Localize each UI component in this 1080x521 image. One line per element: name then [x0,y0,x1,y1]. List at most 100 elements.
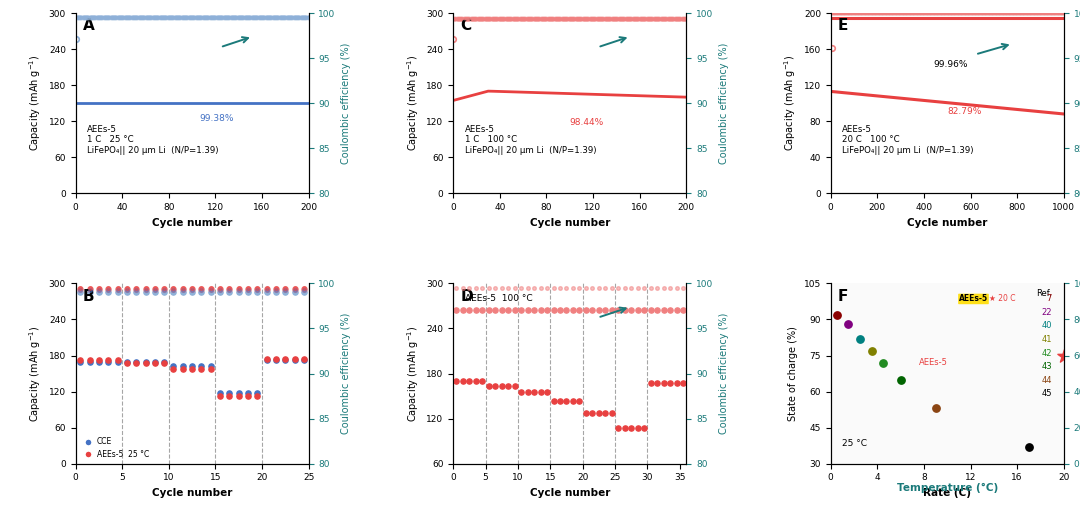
Point [532,305,550,314]
Point [487,305,504,314]
Text: AEEs-5: AEEs-5 [959,294,988,303]
Point [212,284,229,292]
Point [674,284,691,292]
X-axis label: Cycle number: Cycle number [529,488,610,498]
Text: AEEs-5: AEEs-5 [919,357,948,367]
Text: C: C [460,18,471,33]
Point [99,284,117,292]
Point [295,284,312,293]
Point [146,284,163,293]
Point [494,305,511,314]
Point [268,284,285,293]
Point [71,286,89,294]
Point [81,284,98,293]
Point [99,357,117,366]
Y-axis label: State of charge (%): State of charge (%) [788,326,798,421]
Point [184,284,201,292]
Point [174,288,191,296]
Point [552,305,569,314]
Point [258,356,275,365]
Point [661,305,678,314]
Point [156,357,173,366]
Point [564,397,581,405]
Text: A: A [82,18,94,33]
Point [109,286,126,294]
Y-axis label: Coulombic efficiency (%): Coulombic efficiency (%) [719,313,729,434]
Point [583,408,600,417]
Point [240,392,257,400]
Point [487,284,504,292]
Point [146,284,163,292]
Text: 99.38%: 99.38% [199,114,233,123]
Point [577,408,594,417]
Point [118,357,135,366]
Point [127,288,145,296]
Point [583,305,600,314]
Point [99,284,117,293]
Point [570,305,588,314]
Y-axis label: Capacity (mAh g$^{-1}$): Capacity (mAh g$^{-1}$) [405,55,420,152]
Point [558,284,576,292]
Point [564,284,581,292]
Point [674,378,691,387]
Point [268,284,285,292]
Point [851,334,868,343]
Point [240,286,257,294]
Point [494,382,511,391]
Point [603,305,620,314]
Point [494,284,511,292]
Point [71,356,89,365]
Text: 22: 22 [1041,308,1052,317]
Text: 98.44%: 98.44% [570,118,604,127]
Y-axis label: Capacity (mAh g$^{-1}$): Capacity (mAh g$^{-1}$) [405,325,420,422]
Point [91,286,108,294]
Point [268,356,285,365]
Point [91,284,108,292]
Point [654,378,672,387]
Point [137,284,154,292]
Point [558,305,576,314]
Text: E: E [838,18,848,33]
Point [468,377,485,385]
Point [286,284,303,293]
Point [622,284,639,292]
Point [91,284,108,293]
Text: 42: 42 [1041,349,1052,357]
Point [654,305,672,314]
Point [500,305,517,314]
Point [667,305,685,314]
Point [674,305,691,314]
Text: 99.96%: 99.96% [933,60,968,69]
Point [212,286,229,294]
Point [174,286,191,294]
Point [109,284,126,292]
Text: 41: 41 [1041,335,1052,344]
Point [539,305,556,314]
Point [220,389,238,397]
Point [642,378,659,387]
Point [455,305,472,314]
Point [590,408,607,417]
Point [174,365,191,373]
Point [583,284,600,292]
Point [286,288,303,296]
Point [570,397,588,405]
Point [268,288,285,296]
Point [596,284,613,292]
Point [212,284,229,293]
Text: 45: 45 [1041,389,1052,398]
Point [230,286,247,294]
Point [99,286,117,294]
Point [193,362,211,370]
Point [609,284,626,292]
Point [137,284,154,293]
Point [468,284,485,292]
Point [137,286,154,294]
Point [603,408,620,417]
Point [577,284,594,292]
Point [545,397,563,405]
Point [839,320,856,328]
Point [240,284,257,293]
Point [174,284,191,293]
Point [661,284,678,292]
